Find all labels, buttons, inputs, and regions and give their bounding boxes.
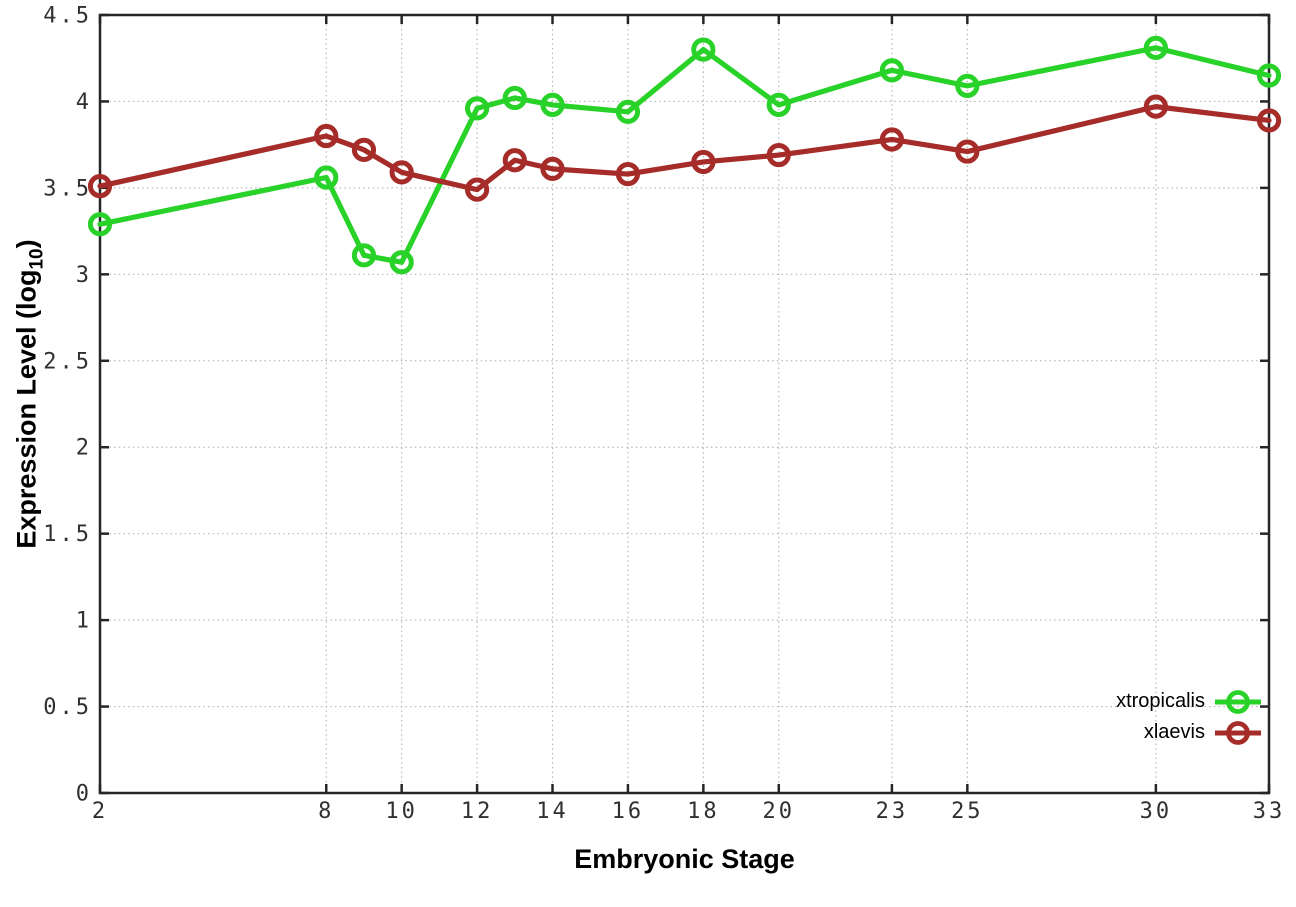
legend-item-xtropicalis: xtropicalis xyxy=(1116,686,1262,717)
y-axis-title-text: Expression Level (log xyxy=(11,269,42,549)
data-point-xlaevis xyxy=(502,148,527,173)
data-point-xtropicalis xyxy=(464,96,490,121)
x-tick-label: 10 xyxy=(385,799,418,824)
legend-label: xlaevis xyxy=(1143,721,1205,743)
y-tick-label: 4.5 xyxy=(43,4,92,29)
data-point-xlaevis xyxy=(540,156,565,181)
data-point-xlaevis xyxy=(1256,108,1282,133)
x-tick-label: 25 xyxy=(951,799,984,824)
x-tick-label: 12 xyxy=(461,799,494,824)
x-tick-label: 20 xyxy=(763,799,796,824)
y-tick-label: 3.5 xyxy=(43,176,92,201)
x-tick-label: 30 xyxy=(1140,799,1173,824)
plot-border xyxy=(98,13,1271,795)
data-point-xtropicalis xyxy=(351,243,377,268)
x-tick-label: 2 xyxy=(92,799,108,824)
y-tick-label: 0 xyxy=(76,782,92,807)
data-point-xlaevis xyxy=(879,127,905,152)
data-point-xtropicalis xyxy=(615,99,641,124)
y-axis-title: Expression Level (log10) xyxy=(12,239,49,548)
data-point-xtropicalis xyxy=(1256,63,1282,88)
legend-sample-open-circle-icon xyxy=(1215,689,1261,714)
y-tick-label: 2 xyxy=(76,436,92,461)
y-tick-label: 3 xyxy=(76,263,92,288)
x-tick-label: 33 xyxy=(1253,799,1286,824)
legend-label: xtropicalis xyxy=(1116,690,1205,712)
y-tick-label: 2.5 xyxy=(43,349,92,374)
y-axis-title-subscript: 10 xyxy=(26,248,48,270)
data-point-xtropicalis xyxy=(1143,35,1168,60)
series-line-xlaevis xyxy=(97,104,1272,193)
data-point-xlaevis xyxy=(87,174,113,199)
data-point-xlaevis xyxy=(389,160,414,185)
data-point-xtropicalis xyxy=(879,58,905,83)
data-point-xlaevis xyxy=(464,177,490,202)
x-tick-label: 23 xyxy=(876,799,909,824)
data-point-xlaevis xyxy=(351,137,377,162)
data-point-xtropicalis xyxy=(540,92,565,118)
legend-item-xlaevis: xlaevis xyxy=(1116,717,1262,748)
data-point-xlaevis xyxy=(615,161,641,187)
data-point-xlaevis xyxy=(955,139,980,164)
y-tick-label: 1 xyxy=(76,609,92,634)
series-line-xtropicalis xyxy=(97,45,1272,265)
data-point-xlaevis xyxy=(314,123,339,149)
data-point-xtropicalis xyxy=(691,37,716,62)
x-axis-title: Embryonic Stage xyxy=(574,844,795,874)
x-tick-label: 8 xyxy=(318,799,334,824)
data-point-xtropicalis xyxy=(502,85,527,111)
data-point-xtropicalis xyxy=(389,250,414,275)
data-point-xlaevis xyxy=(1143,94,1168,119)
x-tick-label: 18 xyxy=(687,799,720,824)
data-point-xtropicalis xyxy=(314,165,339,190)
data-point-xlaevis xyxy=(691,149,716,175)
data-point-xlaevis xyxy=(766,142,791,168)
y-tick-label: 1.5 xyxy=(43,522,92,547)
legend: xtropicalis xlaevis xyxy=(1116,686,1262,748)
x-tick-label: 14 xyxy=(536,799,569,824)
y-tick-label: 0.5 xyxy=(43,695,92,720)
data-point-xtropicalis xyxy=(87,212,113,237)
data-point-xtropicalis xyxy=(766,92,791,118)
y-axis-title-suffix: ) xyxy=(11,239,42,249)
legend-sample-open-circle-icon xyxy=(1215,720,1261,745)
data-point-xtropicalis xyxy=(955,73,980,98)
y-tick-label: 4 xyxy=(76,90,92,115)
x-tick-label: 16 xyxy=(612,799,645,824)
